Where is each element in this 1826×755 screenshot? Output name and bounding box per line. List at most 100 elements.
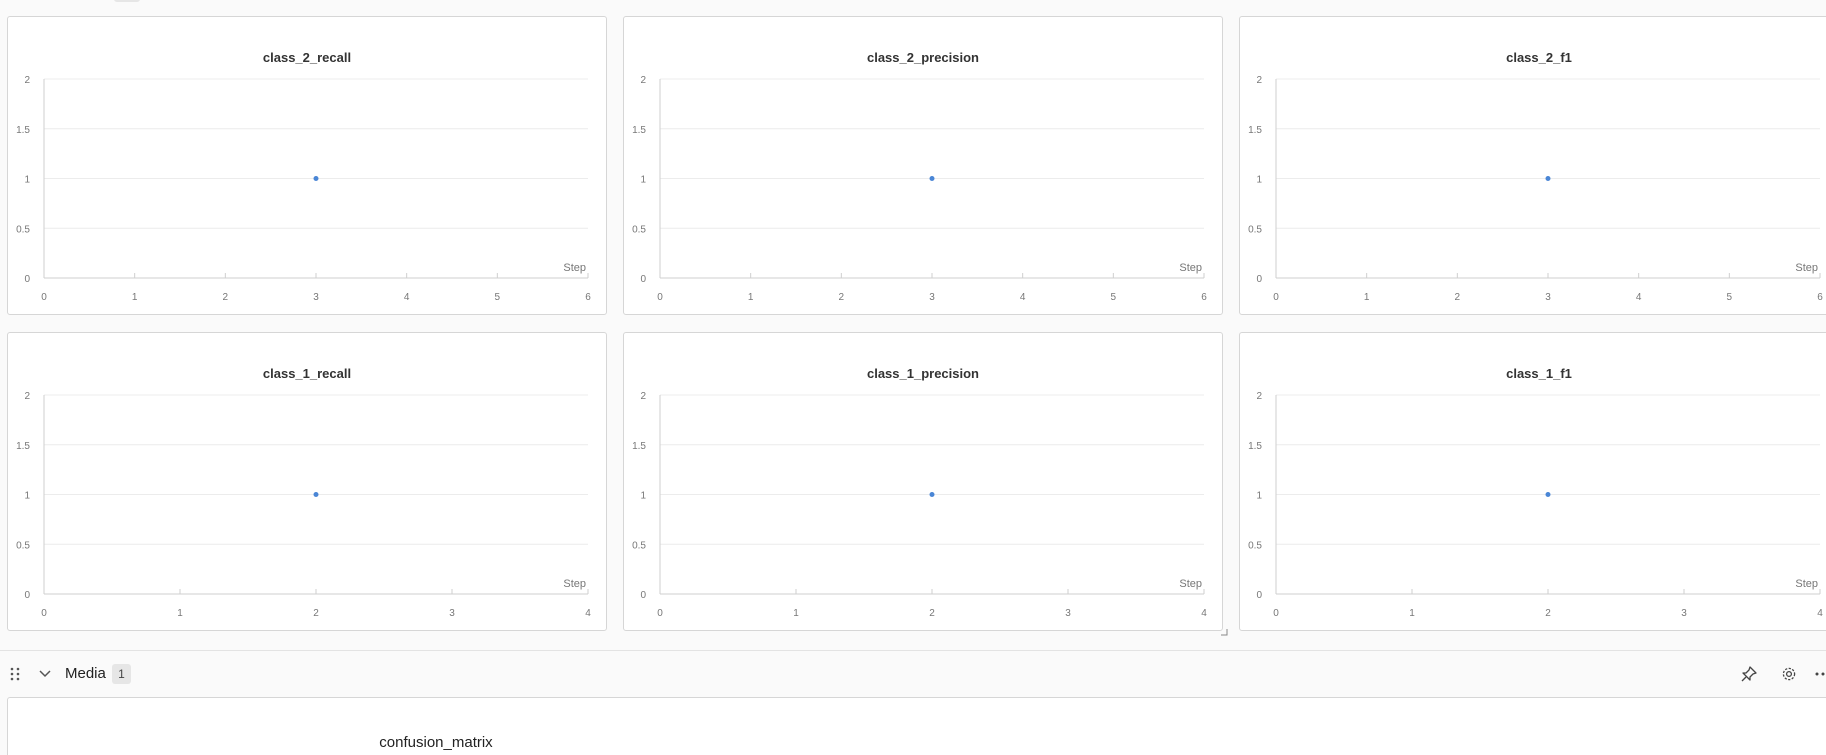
y-tick-label: 2: [24, 391, 30, 402]
x-tick-label: 1: [748, 292, 754, 303]
x-tick-label: 5: [1727, 292, 1733, 303]
panel-title-text: confusion_matrix: [379, 734, 493, 751]
y-tick-label: 1: [640, 491, 646, 502]
data-point: [1545, 176, 1551, 181]
y-tick-label: 0: [640, 274, 646, 285]
y-tick-label: 0: [24, 274, 30, 285]
panel-title: class_1_precision: [866, 366, 980, 381]
x-tick-label: 2: [929, 608, 935, 619]
x-tick-label: 4: [404, 292, 410, 303]
y-tick-label: 1: [1256, 491, 1262, 502]
x-axis-label: Step: [563, 578, 586, 590]
y-tick-label: 0.5: [632, 224, 646, 235]
y-tick-label: 0: [1256, 274, 1262, 285]
y-tick-label: 2: [640, 75, 646, 86]
data-point: [929, 492, 935, 497]
gear-icon[interactable]: [1779, 664, 1799, 684]
x-tick-label: 6: [1817, 292, 1823, 303]
media-section-header: Media 1: [0, 650, 1826, 696]
panel-title: class_2_f1: [1506, 50, 1572, 65]
y-tick-label: 2: [640, 391, 646, 402]
y-tick-label: 0: [640, 590, 646, 601]
x-tick-label: 0: [41, 608, 47, 619]
media-panel-confusion-matrix[interactable]: confusion_matrix: [7, 697, 1826, 755]
x-tick-label: 4: [585, 608, 591, 619]
x-tick-label: 3: [449, 608, 455, 619]
section-title: Media: [65, 665, 106, 682]
chart-panel-class-1-precision[interactable]: 0 0.5 1 1.5 2 0 1 2 3 4 Step class_1_precision: [623, 332, 1228, 636]
x-tick-label: 2: [1545, 608, 1551, 619]
panel-title: class_1_recall: [262, 366, 352, 381]
y-tick-label: 0.5: [1248, 540, 1262, 551]
section-count-badge: 1: [112, 664, 131, 684]
x-tick-label: 4: [1201, 608, 1207, 619]
y-tick-label: 0: [24, 590, 30, 601]
y-tick-label: 0.5: [1248, 224, 1262, 235]
x-tick-label: 2: [1455, 292, 1461, 303]
x-tick-label: 0: [657, 608, 663, 619]
y-tick-label: 1.5: [16, 125, 30, 136]
chart-panel-class-1-f1[interactable]: 0 0.5 1 1.5 2 0 1 2 3 4 Step class_1_f1: [1239, 332, 1826, 631]
x-tick-label: 2: [313, 608, 319, 619]
panel-title: confusion_matrix: [8, 734, 1826, 751]
panel-title: class_1_f1: [1506, 366, 1572, 381]
x-tick-label: 2: [223, 292, 229, 303]
y-tick-label: 1: [24, 491, 30, 502]
y-tick-label: 1: [1256, 175, 1262, 186]
y-tick-label: 0: [1256, 590, 1262, 601]
x-axis-label: Step: [1179, 262, 1202, 274]
y-tick-label: 1.5: [16, 441, 30, 452]
chart-panel-class-2-precision[interactable]: 0 0.5 1 1.5 2 0 1 2 3 4 5 6 Step class_2_precision: [623, 16, 1223, 315]
more-icon[interactable]: [1814, 664, 1826, 684]
x-tick-label: 3: [1545, 292, 1551, 303]
x-axis-label: Step: [563, 262, 586, 274]
y-tick-label: 2: [1256, 391, 1262, 402]
x-axis-label: Step: [1795, 578, 1818, 590]
x-tick-label: 2: [839, 292, 845, 303]
section-count-badge-top: [114, 0, 140, 2]
y-tick-label: 1.5: [632, 441, 646, 452]
x-tick-label: 0: [1273, 608, 1279, 619]
chart-panel-class-2-f1[interactable]: 0 0.5 1 1.5 2 0 1 2 3 4 5 6 Step class_2_f1: [1239, 16, 1826, 315]
chart-panel-class-1-recall[interactable]: 0 0.5 1 1.5 2 0 1 2 3 4 Step class_1_recall: [7, 332, 607, 631]
x-tick-label: 1: [1409, 608, 1415, 619]
x-tick-label: 3: [1681, 608, 1687, 619]
panel-title: class_2_precision: [866, 50, 980, 65]
x-tick-label: 4: [1636, 292, 1642, 303]
pin-icon[interactable]: [1739, 664, 1759, 684]
y-tick-label: 1: [640, 175, 646, 186]
x-tick-label: 0: [1273, 292, 1279, 303]
x-tick-label: 4: [1817, 608, 1823, 619]
x-tick-label: 6: [585, 292, 591, 303]
y-tick-label: 1.5: [632, 125, 646, 136]
x-tick-label: 4: [1020, 292, 1026, 303]
x-tick-label: 1: [793, 608, 799, 619]
x-tick-label: 3: [313, 292, 319, 303]
x-tick-label: 5: [1111, 292, 1117, 303]
chart-svg: 0 0.5 1 1.5 2 0 1 2 3 4 5 6 Step: [16, 75, 591, 303]
x-tick-label: 1: [1364, 292, 1370, 303]
data-point: [929, 176, 935, 181]
x-axis-label: Step: [1179, 578, 1202, 590]
y-tick-label: 2: [24, 75, 30, 86]
y-tick-label: 1: [24, 175, 30, 186]
panel-title: class_2_recall: [262, 50, 352, 65]
x-tick-label: 0: [41, 292, 47, 303]
x-axis-label: Step: [1795, 262, 1818, 274]
drag-handle-icon[interactable]: [8, 666, 22, 682]
x-tick-label: 6: [1201, 292, 1207, 303]
x-tick-label: 1: [132, 292, 138, 303]
x-tick-label: 5: [495, 292, 501, 303]
data-point: [1545, 492, 1551, 497]
x-tick-label: 3: [929, 292, 935, 303]
data-point: [313, 176, 319, 181]
chart-svg: 0 0.5 1 1.5 2 0 1 2 3 4 Step: [16, 391, 591, 619]
y-tick-label: 1.5: [1248, 441, 1262, 452]
y-tick-label: 0.5: [16, 224, 30, 235]
y-tick-label: 2: [1256, 75, 1262, 86]
data-point: [313, 492, 319, 497]
y-tick-label: 0.5: [16, 540, 30, 551]
y-tick-label: 1.5: [1248, 125, 1262, 136]
chevron-down-icon[interactable]: [38, 666, 52, 682]
chart-panel-class-2-recall[interactable]: 0 0.5 1 1.5 2 0 1 2 3 4 5 6 Step class_2_recall: [7, 16, 607, 315]
